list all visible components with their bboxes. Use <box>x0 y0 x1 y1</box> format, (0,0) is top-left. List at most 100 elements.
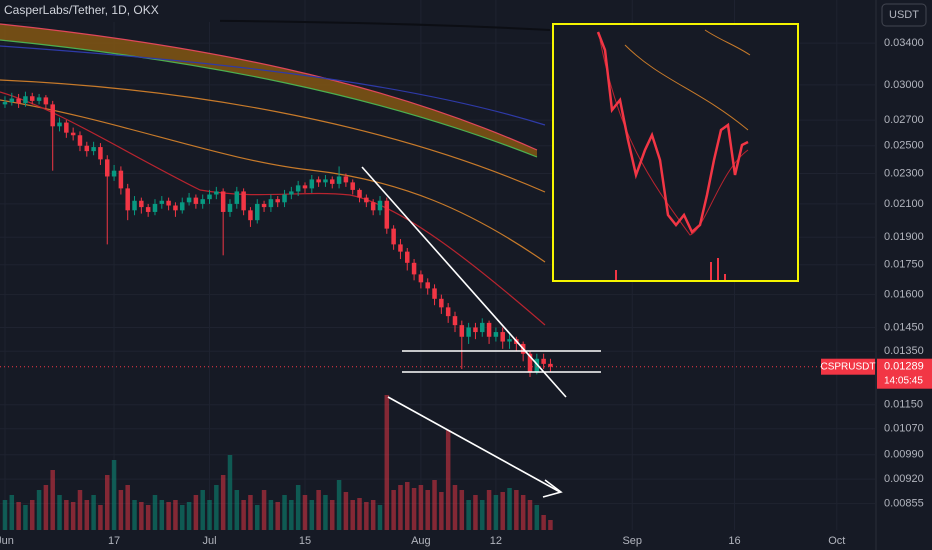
candle-body <box>43 97 49 105</box>
volume-bar <box>370 500 376 530</box>
y-tick-label: 0.00990 <box>884 449 924 461</box>
volume-bar <box>418 485 424 530</box>
candle-body <box>445 307 451 317</box>
candle-body <box>480 322 485 333</box>
candle-body <box>384 200 390 229</box>
candle-body <box>370 202 376 211</box>
candle-body <box>64 122 69 133</box>
volume-bar <box>302 495 308 530</box>
y-tick-label: 0.02700 <box>884 114 924 126</box>
x-tick-label: Sep <box>622 535 642 547</box>
chart-title: CasperLabs/Tether, 1D, OKX <box>4 3 159 17</box>
volume-bar <box>275 502 280 530</box>
volume-bar <box>411 488 417 530</box>
volume-bar <box>159 500 165 530</box>
candle-body <box>207 194 212 200</box>
candle-body <box>439 298 444 308</box>
volume-bar <box>193 495 199 530</box>
volume-bar <box>507 488 512 530</box>
inset-ma <box>624 44 749 131</box>
volume-bar <box>186 502 192 530</box>
volume-bar <box>23 505 28 530</box>
candle-body <box>30 96 35 101</box>
ma-line <box>0 79 546 193</box>
y-tick-label: 0.01150 <box>884 399 923 411</box>
inset-ma <box>599 39 749 236</box>
volume-bar <box>268 500 274 530</box>
volume-bar <box>84 500 90 530</box>
y-tick-label: 0.01600 <box>884 289 924 301</box>
volume-bar <box>493 495 499 530</box>
volume-bar <box>261 490 267 530</box>
currency-label[interactable]: USDT <box>889 9 919 21</box>
candle-body <box>452 316 458 326</box>
candle-body <box>255 203 260 221</box>
candle-body <box>282 194 287 203</box>
candle-body <box>118 170 124 189</box>
candle-body <box>220 191 226 212</box>
volume-bar <box>152 495 158 530</box>
volume-bar <box>425 490 430 530</box>
ma-band <box>0 24 537 157</box>
candle-body <box>261 203 267 208</box>
candle-body <box>336 176 342 184</box>
candle-body <box>309 179 315 189</box>
volume-bar <box>111 460 117 530</box>
candle-body <box>411 262 417 275</box>
volume-bar <box>200 490 205 530</box>
volume-bar <box>452 485 458 530</box>
volume-bar <box>439 492 444 530</box>
volume-bar <box>207 500 212 530</box>
candle-body <box>541 358 546 364</box>
candle-body <box>364 197 369 203</box>
candle-body <box>200 199 205 204</box>
volume-bar <box>398 485 403 530</box>
y-tick-label: 0.02100 <box>884 198 924 210</box>
volume-bar <box>548 520 553 530</box>
y-tick-label: 0.01350 <box>884 345 924 357</box>
candle-body <box>132 200 137 211</box>
inset <box>552 23 799 282</box>
volume-bar <box>132 500 137 530</box>
currency-button[interactable] <box>881 3 927 27</box>
volume-bar <box>2 500 8 530</box>
volume-trend <box>387 396 561 493</box>
volume-bar <box>309 500 315 530</box>
candle-body <box>289 191 294 195</box>
candle-body <box>173 205 178 211</box>
volume-bar <box>473 495 478 530</box>
x-tick-label: 16 <box>728 535 740 547</box>
candle-body <box>343 176 349 183</box>
volume-bar <box>350 500 355 530</box>
symbol-label: CSPRUSDT <box>820 361 875 372</box>
volume-bar <box>64 500 69 530</box>
volume-layer <box>2 395 553 530</box>
volume-bar <box>486 490 492 530</box>
candle-body <box>227 203 233 212</box>
volume-bar <box>36 490 42 530</box>
volume-bar <box>541 515 546 530</box>
volume-bar <box>282 495 287 530</box>
candle-body <box>84 145 90 152</box>
ma-line <box>0 23 538 151</box>
candle-body <box>432 288 437 299</box>
candle-body <box>391 228 396 245</box>
volume-bar <box>534 505 540 530</box>
candle-body <box>507 339 512 342</box>
drawings <box>361 166 601 498</box>
axes: 0.03400 0.03000 0.02700 0.02500 0.02300 0.021… <box>0 37 932 547</box>
candle-body <box>214 191 219 195</box>
volume-bar <box>520 495 526 530</box>
candle-layer <box>2 91 553 377</box>
candle-body <box>500 332 505 342</box>
candle-body <box>398 244 403 252</box>
candle-body <box>152 203 158 212</box>
candle-body <box>70 132 76 136</box>
volume-bar <box>323 495 328 530</box>
volume-bar <box>480 500 485 530</box>
volume-bar <box>500 492 505 530</box>
candle-body <box>330 179 335 184</box>
countdown-label: 14:05:45 <box>884 375 923 386</box>
candle-body <box>405 251 410 263</box>
candle-body <box>466 327 471 337</box>
